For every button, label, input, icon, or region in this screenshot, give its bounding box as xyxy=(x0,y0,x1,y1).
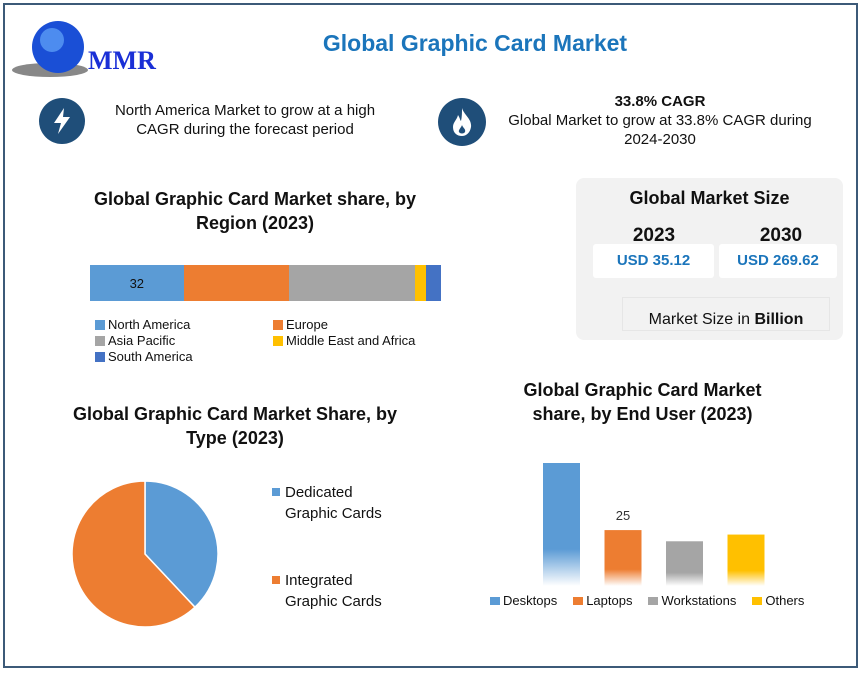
region-segment-europe xyxy=(183,265,289,301)
legend-label: Middle East and Africa xyxy=(286,333,416,348)
legend-label: South America xyxy=(108,349,193,364)
region-legend: North America Europe Asia Pacific Middle Ea… xyxy=(95,317,455,364)
region-segment-asia-pacific xyxy=(288,265,415,301)
legend-label: Desktops xyxy=(503,593,558,608)
type-chart-title: Type (2023) xyxy=(186,428,284,448)
enduser-chart-title: share, by End User (2023) xyxy=(532,404,753,424)
type-pie-chart xyxy=(71,480,219,628)
infographic-frame xyxy=(3,3,858,668)
legend-label: Europe xyxy=(286,317,328,332)
year-2023: 2023 xyxy=(632,225,676,246)
legend-label: Workstations xyxy=(661,593,737,608)
legend-label: Dedicated xyxy=(285,484,353,501)
legend-item: South America xyxy=(95,349,273,364)
legend-swatch xyxy=(272,488,280,496)
legend-item: Laptops xyxy=(573,593,632,608)
unit-prefix: Market Size in xyxy=(648,311,755,328)
value-2023: USD 35.12 xyxy=(593,244,714,278)
bar-workstations xyxy=(666,541,703,586)
market-size-card: Global Market Size 2023 2030 USD 35.12 U… xyxy=(576,178,843,340)
page-title: Global Graphic Card Market xyxy=(322,30,628,56)
legend-swatch xyxy=(752,596,763,605)
highlight-text: Global Market to grow at 33.8% CAGR duri… xyxy=(508,112,812,129)
legend-swatch xyxy=(273,335,283,346)
enduser-chart-title: Global Graphic Card Market xyxy=(523,380,762,400)
legend-item: Others xyxy=(752,593,804,608)
legend-swatch xyxy=(95,351,105,362)
cagr-title: 33.8% CAGR xyxy=(614,93,706,110)
legend-label: Asia Pacific xyxy=(108,333,176,348)
legend-item: Asia Pacific xyxy=(95,333,273,348)
unit-note: Market Size in Billion xyxy=(622,297,830,331)
legend-item: Middle East and Africa xyxy=(273,333,453,348)
legend-item: Integrated Graphic Cards xyxy=(272,570,382,612)
legend-swatch xyxy=(95,335,105,346)
legend-swatch xyxy=(273,319,283,330)
legend-swatch xyxy=(95,319,105,330)
highlight-text: North America Market to grow at a high xyxy=(114,102,376,119)
bar-desktops xyxy=(543,463,580,586)
legend-swatch xyxy=(490,596,500,605)
region-chart-title: Global Graphic Card Market share, by xyxy=(93,189,417,209)
legend-swatch xyxy=(648,596,659,605)
type-chart-title: Global Graphic Card Market Share, by xyxy=(72,404,398,424)
legend-label: Integrated xyxy=(285,572,353,589)
lightning-icon xyxy=(39,98,85,144)
legend-swatch xyxy=(573,596,584,605)
highlight-text: 2024-2030 xyxy=(624,131,696,148)
region-chart-title: Region (2023) xyxy=(195,213,315,233)
data-label: 32 xyxy=(129,275,145,291)
type-legend: Dedicated Graphic Cards Integrated Graphic … xyxy=(272,482,382,658)
pie-slice-dedicated xyxy=(144,480,219,609)
flame-icon xyxy=(438,98,486,146)
enduser-legend: Desktops Laptops Workstations Others xyxy=(490,593,804,608)
highlight-text: CAGR during the forecast period xyxy=(136,121,354,138)
legend-label: Others xyxy=(765,593,805,608)
enduser-bar-chart: 25 xyxy=(543,463,765,586)
legend-item: Europe xyxy=(273,317,453,332)
value-2030: USD 269.62 xyxy=(719,244,837,278)
mmr-logo: MMR xyxy=(10,12,170,77)
unit-bold: Billion xyxy=(754,311,804,328)
region-segment-middle-east-and-africa xyxy=(414,265,427,301)
bar-others xyxy=(727,534,765,586)
legend-item: Workstations xyxy=(648,593,736,608)
legend-item: Desktops xyxy=(490,593,557,608)
market-size-title: Global Market Size xyxy=(629,188,790,208)
data-label: 25 xyxy=(616,508,630,523)
legend-label: North America xyxy=(108,317,191,332)
svg-text:MMR: MMR xyxy=(88,46,156,75)
legend-label: Graphic Cards xyxy=(285,505,382,522)
pie-slice-integrated xyxy=(71,480,197,628)
year-2030: 2030 xyxy=(759,225,803,246)
region-segment-south-america xyxy=(426,265,441,301)
legend-label: Laptops xyxy=(586,593,633,608)
region-stacked-bar: 32 xyxy=(90,265,441,301)
legend-item: North America xyxy=(95,317,273,332)
region-segment-north-america: 32 xyxy=(90,265,184,301)
legend-swatch xyxy=(272,576,280,584)
bar-laptops xyxy=(604,530,642,586)
legend-label: Graphic Cards xyxy=(285,593,382,610)
legend-item: Dedicated Graphic Cards xyxy=(272,482,382,524)
